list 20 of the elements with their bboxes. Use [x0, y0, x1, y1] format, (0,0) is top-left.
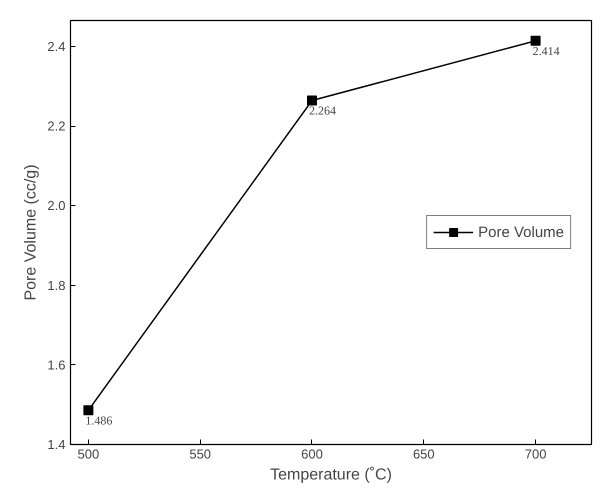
data-label: 2.264	[308, 104, 336, 118]
point	[83, 405, 94, 416]
y-axis-title: Pore Volume (cc/g)	[22, 164, 40, 301]
y-tick-label: 1.4	[47, 437, 66, 452]
y-tick-label: 2.2	[47, 118, 66, 134]
data-label: 2.414	[532, 44, 560, 58]
x-tick-label: 500	[78, 446, 100, 462]
x-tick-label: 550	[189, 446, 212, 462]
y-tick-label: 2.0	[47, 198, 66, 214]
y-tick-label: 2.4	[47, 38, 66, 54]
y-tick-label: 1.8	[47, 278, 66, 293]
legend-label: Pore Volume	[478, 224, 564, 240]
x-tick-label: 700	[524, 446, 546, 462]
x-tick-label: 600	[301, 446, 323, 462]
x-tick-label: 650	[412, 446, 435, 462]
point	[530, 36, 541, 46]
data-label: 1.486	[85, 413, 112, 428]
y-tick-label: 1.6	[47, 357, 66, 372]
point	[306, 96, 317, 106]
x-axis-title: Temperature (˚C)	[270, 466, 392, 484]
